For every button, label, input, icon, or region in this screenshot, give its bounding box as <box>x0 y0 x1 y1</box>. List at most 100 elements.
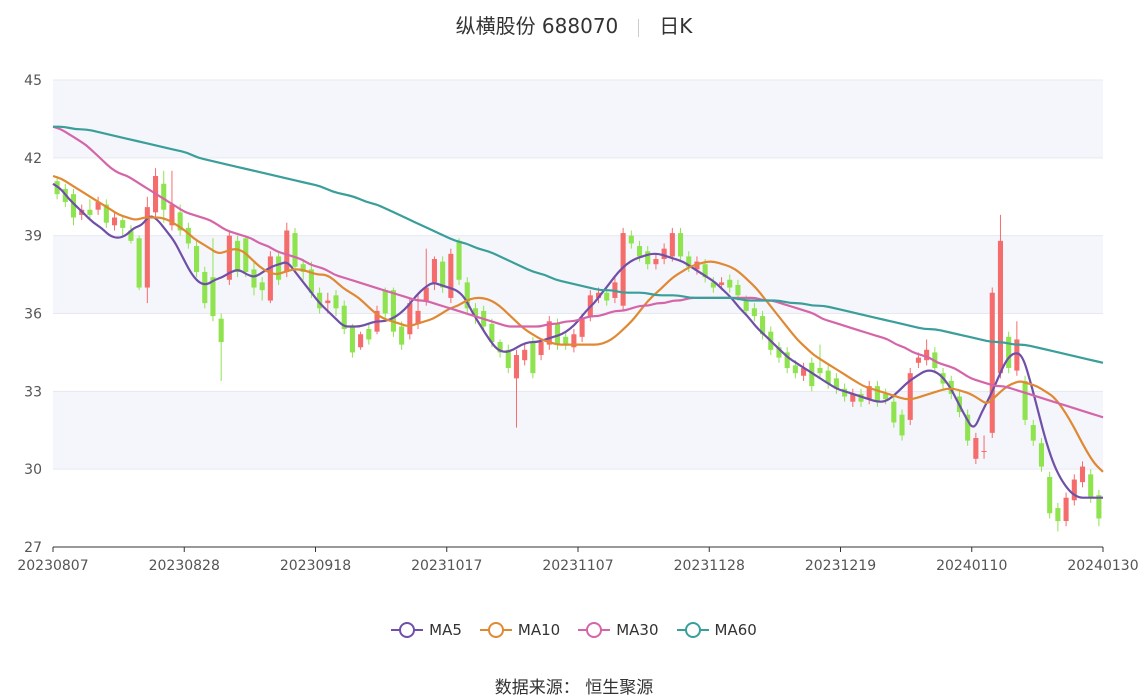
candle-body <box>760 316 766 335</box>
header-separator <box>638 18 640 37</box>
candle-body <box>382 290 388 314</box>
x-tick-label: 20231017 <box>411 558 482 574</box>
bg-band <box>53 391 1103 470</box>
candle-body <box>801 367 807 376</box>
legend-item-ma60[interactable]: MA60 <box>676 621 757 639</box>
candle <box>144 196 150 304</box>
candle <box>111 212 118 231</box>
candle <box>87 199 93 221</box>
candle <box>948 375 954 400</box>
candle-body <box>645 251 651 265</box>
candle <box>874 380 880 407</box>
candle <box>513 349 520 428</box>
candle-body <box>989 292 995 433</box>
candle <box>472 303 479 324</box>
candle-body <box>399 326 405 345</box>
candle <box>760 310 766 340</box>
candle <box>276 251 282 285</box>
series-line-ma30 <box>52 125 1104 419</box>
candle-body <box>423 287 429 301</box>
candle-body <box>440 261 446 288</box>
candle <box>669 227 675 262</box>
candle-body <box>866 386 872 400</box>
candle-body <box>341 305 347 330</box>
x-tick-label: 20240110 <box>936 558 1007 574</box>
candle-body <box>571 334 577 348</box>
candle <box>390 287 396 337</box>
candle <box>776 342 782 363</box>
candle <box>866 380 872 405</box>
x-tick-label: 20231107 <box>542 558 613 574</box>
candle-body <box>1030 425 1036 441</box>
background-bands <box>53 80 1103 470</box>
candle <box>358 331 364 350</box>
candle-body <box>251 269 257 288</box>
grid-lines <box>53 79 1103 548</box>
x-tick-label: 20230828 <box>149 558 220 574</box>
candle-body <box>415 310 421 324</box>
candle <box>448 248 454 304</box>
candle-body <box>1038 443 1045 467</box>
candle-body <box>144 207 150 288</box>
candle-body <box>358 334 364 348</box>
candle <box>710 277 716 293</box>
candle-body <box>727 279 733 288</box>
candle <box>185 222 191 249</box>
candle-body <box>169 204 175 226</box>
candle <box>997 214 1004 379</box>
candle <box>103 199 109 228</box>
candle <box>842 383 848 402</box>
y-tick-label: 45 <box>24 73 42 89</box>
candle-body <box>489 323 495 343</box>
candle-body <box>120 220 126 228</box>
stock-title: 纵横股份 688070 <box>455 14 619 38</box>
legend-item-ma30[interactable]: MA30 <box>578 621 659 639</box>
candle-body <box>497 342 503 353</box>
candle <box>891 396 897 428</box>
candle-body <box>899 414 905 436</box>
candle-body <box>833 378 839 389</box>
candle <box>333 290 339 317</box>
candle <box>751 303 757 322</box>
candle-body <box>874 386 880 402</box>
bg-band <box>53 80 1103 158</box>
candle-body <box>677 233 684 257</box>
candle <box>218 313 224 381</box>
candle-body <box>1096 495 1102 519</box>
candle <box>1014 321 1020 376</box>
candle <box>1079 461 1086 488</box>
candle-body <box>390 290 396 332</box>
legend-label: MA5 <box>429 621 462 639</box>
y-tick-label: 27 <box>24 540 42 556</box>
series-line-ma10 <box>52 174 1104 473</box>
legend-item-ma5[interactable]: MA5 <box>391 621 462 639</box>
candle-body <box>284 230 290 272</box>
legend-label: MA10 <box>517 621 561 639</box>
x-tick-label: 20231128 <box>674 558 745 574</box>
legend-item-ma10[interactable]: MA10 <box>479 621 561 639</box>
candle-body <box>538 342 544 356</box>
candle-body <box>891 401 897 423</box>
y-tick-label: 30 <box>24 462 42 478</box>
candle-body <box>1063 497 1069 522</box>
candle-body <box>292 233 298 267</box>
candle-body <box>776 347 782 358</box>
candle <box>653 253 659 270</box>
candle <box>801 362 807 381</box>
legend-label: MA60 <box>714 621 757 639</box>
candle-body <box>735 284 741 296</box>
candle-body <box>431 259 437 283</box>
candle-body <box>1047 476 1053 514</box>
candle <box>1022 375 1028 426</box>
candle-body <box>522 349 528 361</box>
candle-body <box>185 227 191 244</box>
candle <box>1030 419 1036 446</box>
x-axis: 20230807 20230828 20230918 20231017 20231107… <box>17 546 1139 574</box>
candle-body <box>95 201 101 210</box>
candle-body <box>669 233 675 257</box>
candle <box>497 339 503 358</box>
candle-body <box>883 393 889 400</box>
candle <box>399 321 405 350</box>
candle <box>809 357 815 392</box>
